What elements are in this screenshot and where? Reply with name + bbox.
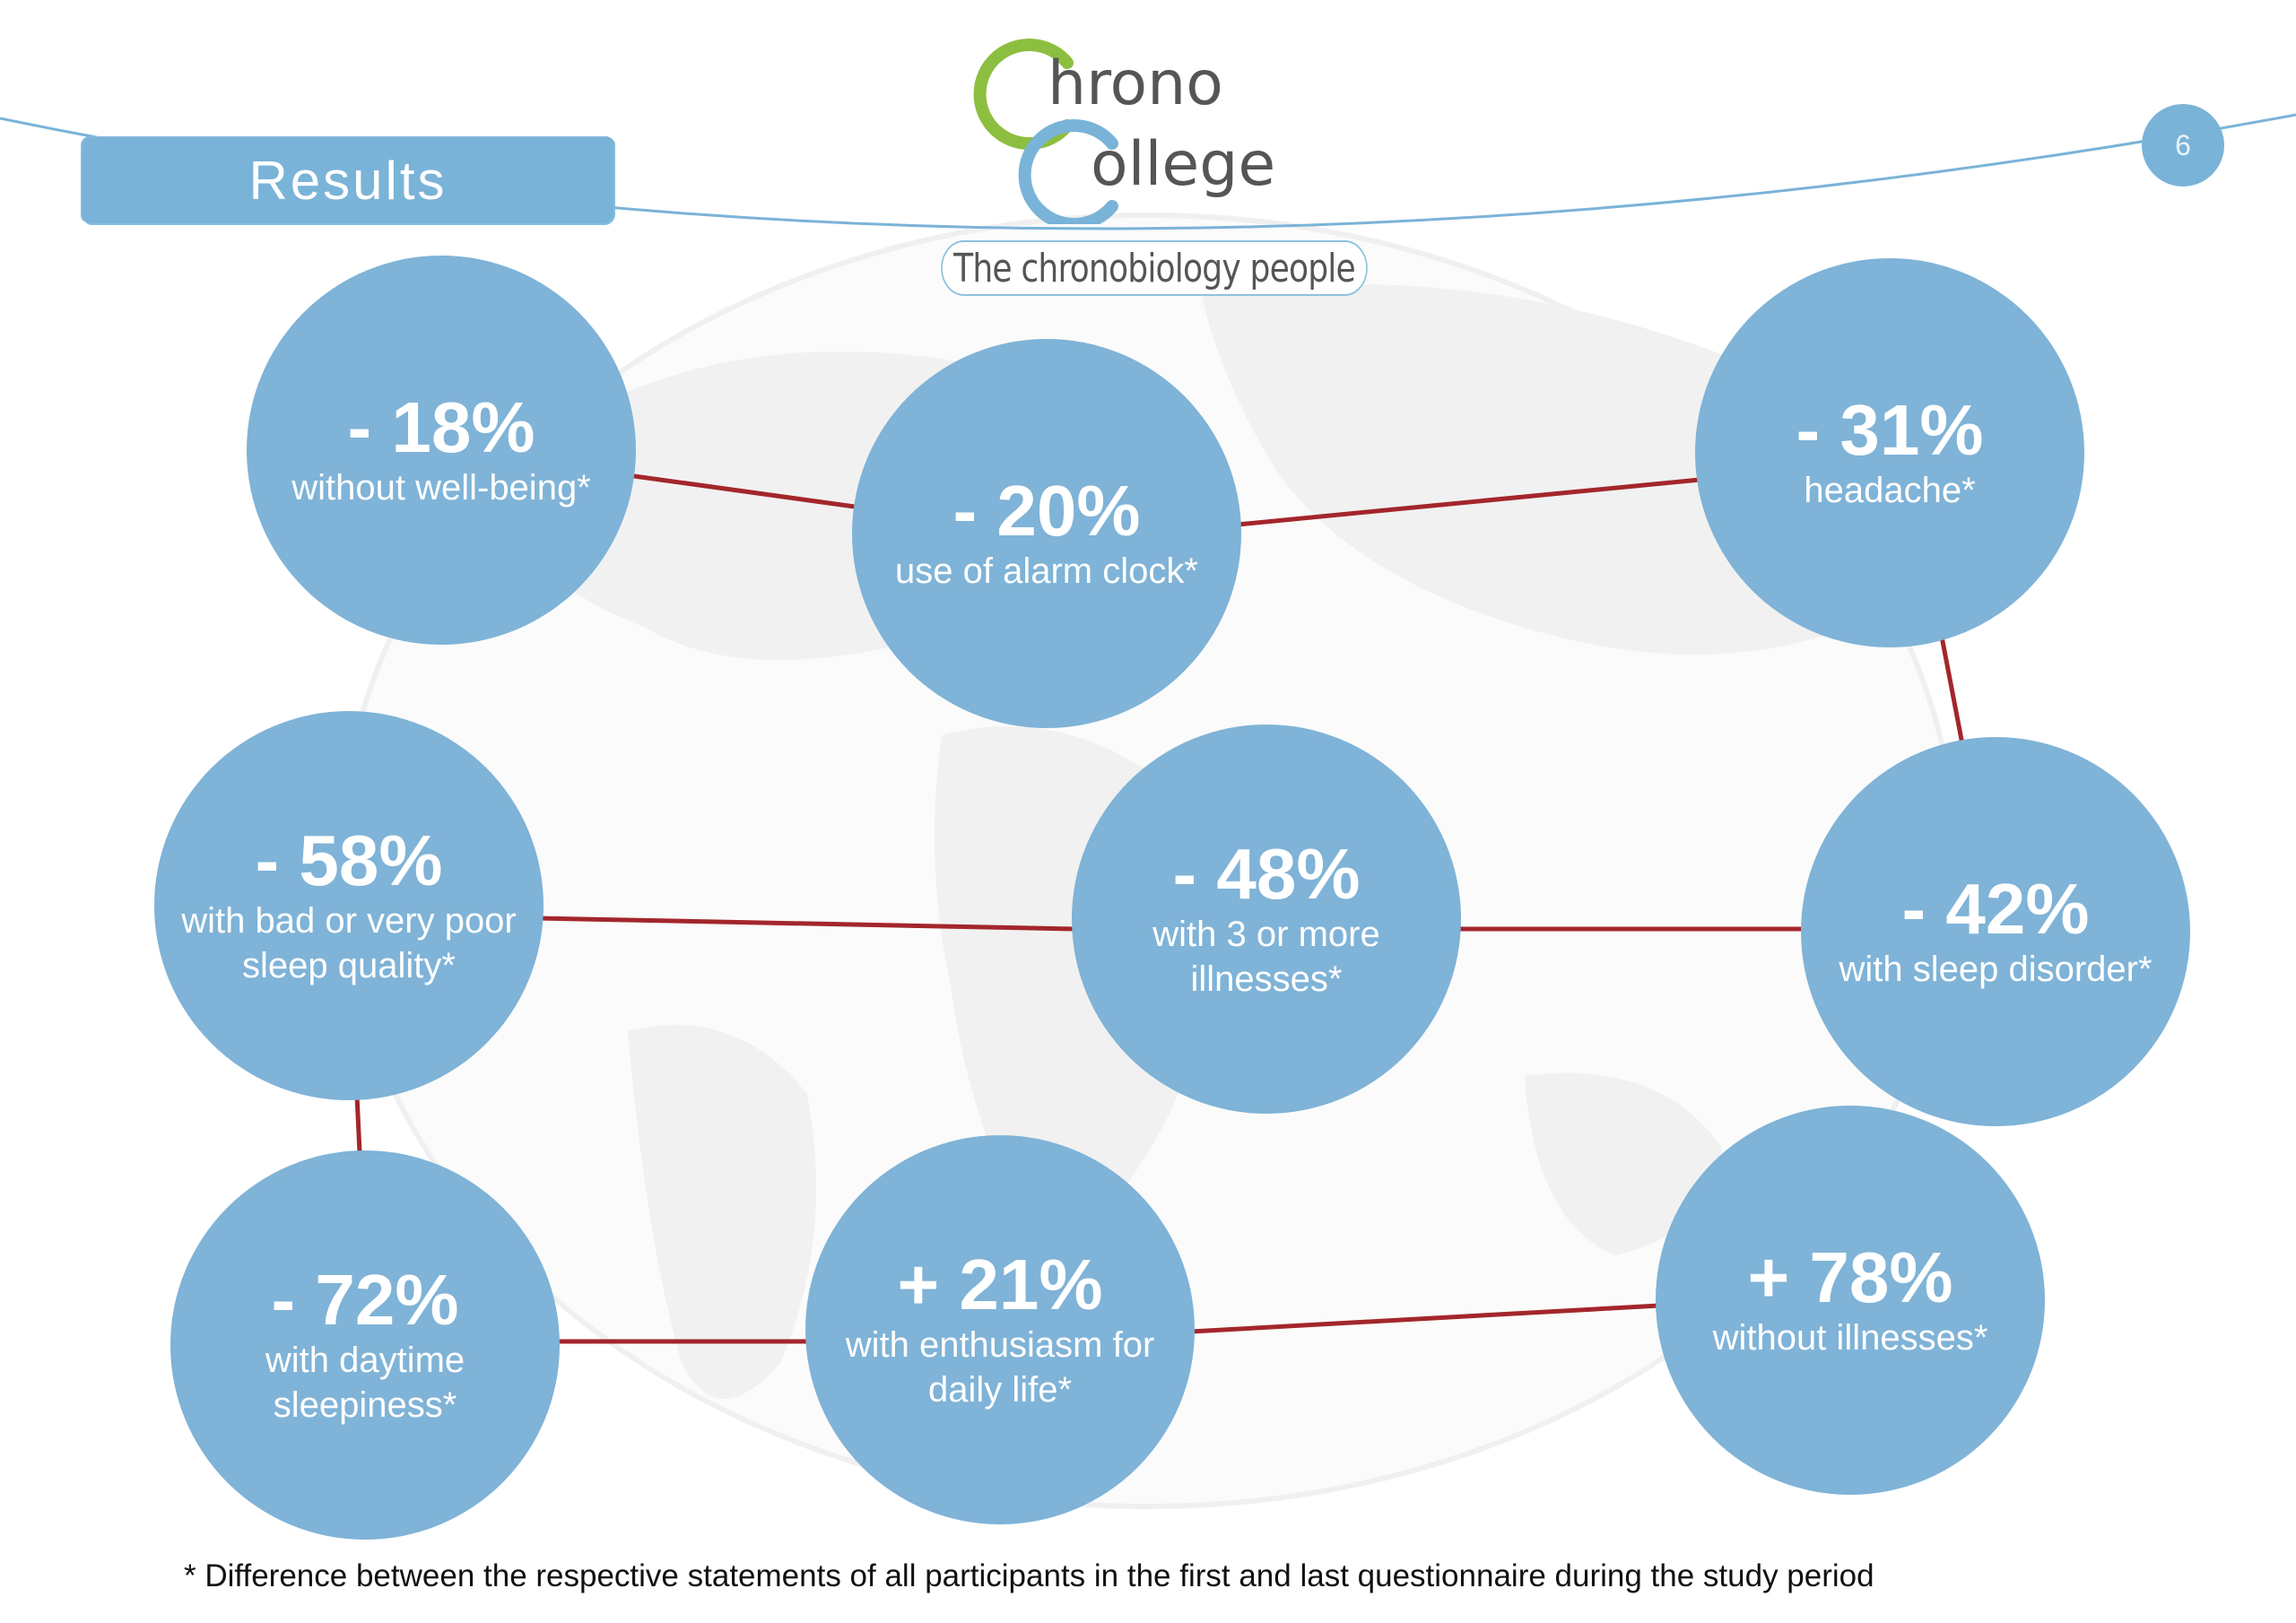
connector-8-9 (1190, 1303, 1660, 1334)
logo-college-text: ollege (1091, 129, 1276, 200)
result-label: with bad or very poor sleep quality* (181, 901, 517, 985)
result-bubble-without-illnesses: + 78% without illnesses* (1656, 1106, 2045, 1495)
connector-lines (354, 473, 1965, 1344)
result-value: - 48% (1172, 834, 1361, 914)
result-label: with enthusiasm for daily life* (845, 1325, 1155, 1410)
result-bubble-alarm-clock: - 20% use of alarm clock* (852, 339, 1241, 728)
result-value: + 78% (1747, 1237, 1953, 1317)
result-value: - 42% (1901, 869, 2090, 949)
result-value: - 72% (271, 1260, 459, 1340)
section-title-banner: Results (83, 137, 613, 223)
connector-4-7 (354, 1095, 362, 1153)
result-bubble-daytime-sleepiness: - 72% with daytime sleepiness* (170, 1150, 560, 1540)
chrono-college-logo: hrono ollege (969, 18, 1309, 224)
result-label: headache* (1804, 471, 1976, 510)
result-value: - 20% (952, 471, 1141, 551)
section-title: Results (248, 150, 448, 211)
result-value: - 58% (255, 820, 443, 900)
page-number: 6 (2175, 128, 2191, 161)
connector-2-3 (1237, 477, 1700, 527)
tagline: The chronobiology people (941, 240, 1368, 296)
result-value: + 21% (897, 1245, 1103, 1324)
result-label: without well-being* (291, 468, 591, 508)
logo-rings (973, 39, 1118, 224)
logo-blue-ring (1018, 119, 1118, 224)
result-bubble-sleep-quality: - 58% with bad or very poor sleep qualit… (154, 711, 544, 1100)
result-label: with 3 or more illnesses* (1152, 915, 1380, 999)
result-label: without illnesses* (1712, 1318, 1988, 1358)
result-value: - 31% (1796, 390, 1984, 470)
footnote: * Difference between the respective stat… (184, 1558, 1874, 1593)
result-bubble-sleep-disorder: - 42% with sleep disorder* (1801, 737, 2190, 1126)
result-value: - 18% (347, 387, 535, 467)
result-bubble-enthusiasm: + 21% with enthusiasm for daily life* (805, 1135, 1195, 1524)
connector-4-5 (537, 916, 1075, 932)
page-number-badge: 6 (2142, 104, 2224, 187)
connector-1-2 (627, 473, 862, 510)
result-bubble-well-being: - 18% without well-being* (247, 256, 636, 645)
result-label: with daytime sleepiness* (265, 1341, 465, 1425)
result-label: with sleep disorder* (1839, 950, 2152, 989)
result-bubble-headache: - 31% headache* (1695, 258, 2084, 647)
connector-3-6 (1939, 636, 1965, 745)
result-label: use of alarm clock* (895, 551, 1198, 591)
result-bubble-illnesses: - 48% with 3 or more illnesses* (1072, 725, 1461, 1114)
logo-chrono-text: hrono (1048, 48, 1223, 119)
